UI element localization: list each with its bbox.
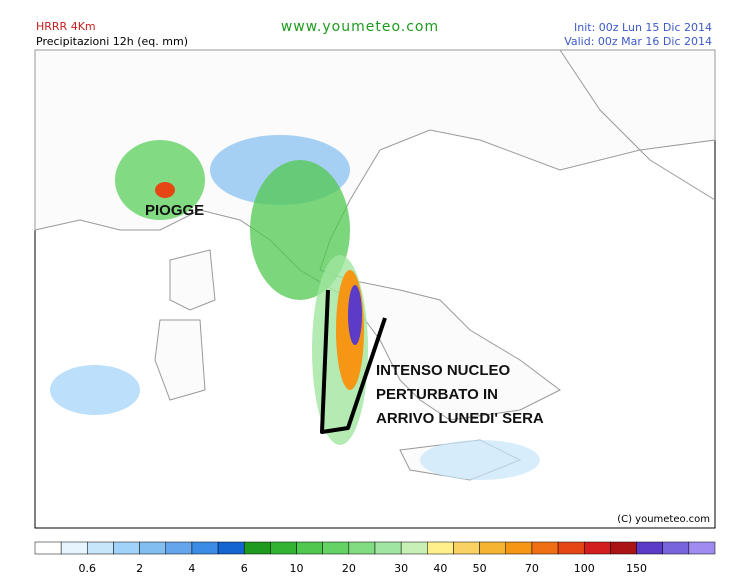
model-name: HRRR 4Km bbox=[36, 20, 96, 33]
legend-swatch bbox=[191, 541, 219, 555]
legend-label: 50 bbox=[473, 562, 487, 575]
legend-swatch bbox=[348, 541, 376, 555]
legend-swatch bbox=[688, 541, 716, 555]
legend-swatch bbox=[296, 541, 323, 555]
legend-swatch bbox=[243, 541, 271, 555]
field-name: Precipitazioni 12h (eq. mm) bbox=[36, 35, 188, 48]
core-annotation: PERTURBATO IN bbox=[376, 386, 498, 403]
legend-swatch bbox=[610, 541, 637, 555]
legend-swatch bbox=[113, 541, 140, 555]
legend-swatch bbox=[531, 541, 559, 555]
legend-label: 10 bbox=[290, 562, 304, 575]
legend-swatch bbox=[479, 541, 507, 555]
site-name: www.youmeteo.com bbox=[281, 19, 439, 35]
legend-swatch bbox=[374, 541, 402, 555]
legend-label: 6 bbox=[241, 562, 248, 575]
legend-swatch bbox=[165, 541, 193, 555]
legend-label: 2 bbox=[136, 562, 143, 575]
legend-swatch bbox=[60, 541, 88, 555]
map bbox=[34, 49, 716, 529]
valid-time: Valid: 00z Mar 16 Dic 2014 bbox=[564, 35, 712, 48]
legend-label: 100 bbox=[574, 562, 595, 575]
legend-swatch bbox=[87, 541, 114, 555]
legend-swatch bbox=[34, 541, 62, 555]
legend-label: 40 bbox=[433, 562, 447, 575]
core-annotation: INTENSO NUCLEO bbox=[376, 362, 511, 379]
legend-swatch bbox=[453, 541, 480, 555]
core-annotation: ARRIVO LUNEDI' SERA bbox=[376, 410, 544, 427]
legend-swatch bbox=[662, 541, 690, 555]
legend-label: 4 bbox=[188, 562, 195, 575]
legend-label: 150 bbox=[626, 562, 647, 575]
legend-swatch bbox=[217, 541, 245, 555]
legend-swatch bbox=[322, 541, 350, 555]
rain-annotation: PIOGGE bbox=[145, 202, 204, 219]
legend-label: 20 bbox=[342, 562, 356, 575]
init-time: Init: 00z Lun 15 Dic 2014 bbox=[574, 21, 712, 34]
legend-label: 30 bbox=[394, 562, 408, 575]
legend-swatch bbox=[557, 541, 585, 555]
legend-swatch bbox=[505, 541, 533, 555]
color-legend: 0.6 2 4 6 10 20 30 40 50 70 100 150 bbox=[34, 541, 716, 575]
legend-swatch bbox=[270, 541, 297, 555]
legend-label: 0.6 bbox=[79, 562, 97, 575]
legend-swatch bbox=[427, 541, 454, 555]
legend-swatch bbox=[400, 541, 428, 555]
legend-swatch bbox=[583, 541, 611, 555]
legend-swatch bbox=[636, 541, 663, 555]
legend-swatch bbox=[139, 541, 167, 555]
copyright: (C) youmeteo.com bbox=[617, 514, 710, 525]
legend-label: 70 bbox=[525, 562, 539, 575]
